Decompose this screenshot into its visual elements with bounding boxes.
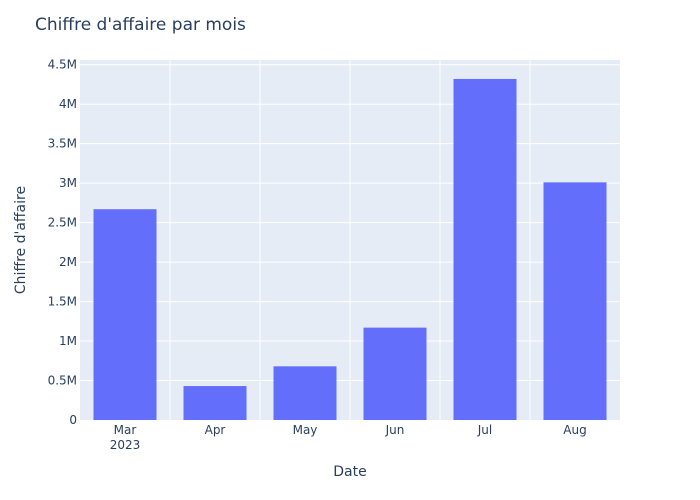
x-tick-label: Jun <box>385 423 405 437</box>
y-tick-label: 1.5M <box>48 295 77 309</box>
bar <box>273 366 337 420</box>
y-axis-title: Chiffre d'affaire <box>13 186 29 294</box>
x-tick-label: Mar <box>114 423 137 437</box>
grid-lines <box>80 60 620 420</box>
x-tick-label: 2023 <box>110 438 141 452</box>
bar <box>93 209 157 420</box>
y-tick-label: 0.5M <box>48 374 77 388</box>
y-axis-ticks: 0 0.5M 1M 1.5M 2M 2.5M 3M 3.5M 4M 4.5M <box>48 58 77 427</box>
x-tick-label: May <box>293 423 318 437</box>
bars <box>93 78 607 421</box>
y-tick-label: 2M <box>59 255 77 269</box>
y-tick-label: 0 <box>69 413 77 427</box>
x-axis-title: Date <box>333 464 366 480</box>
bar <box>363 327 427 420</box>
y-tick-label: 2.5M <box>48 216 77 230</box>
y-tick-label: 3.5M <box>48 137 77 151</box>
y-tick-label: 4M <box>59 97 77 111</box>
x-tick-label: Aug <box>563 423 586 437</box>
bar <box>453 78 517 421</box>
bar <box>183 386 247 420</box>
chart-title: Chiffre d'affaire par mois <box>35 15 246 35</box>
y-tick-label: 3M <box>59 176 77 190</box>
x-tick-label: Jul <box>477 423 492 437</box>
x-tick-label: Apr <box>205 423 226 437</box>
y-tick-label: 4.5M <box>48 58 77 72</box>
bar <box>543 182 607 420</box>
y-tick-label: 1M <box>59 334 77 348</box>
